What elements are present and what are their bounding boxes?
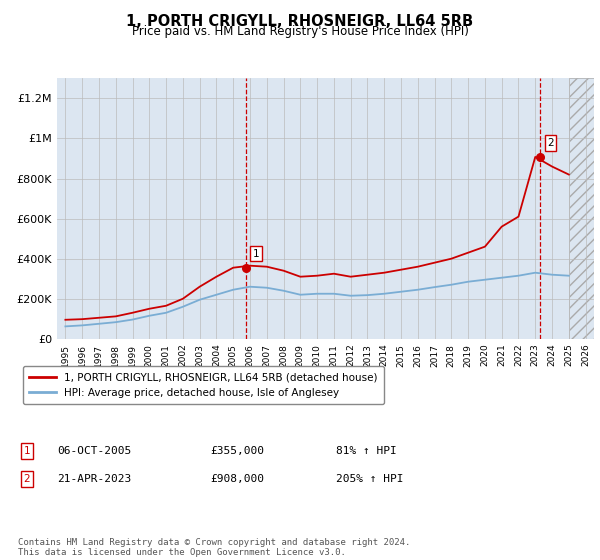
Text: Contains HM Land Registry data © Crown copyright and database right 2024.
This d: Contains HM Land Registry data © Crown c… <box>18 538 410 557</box>
Text: 2: 2 <box>547 138 554 148</box>
Text: £908,000: £908,000 <box>210 474 264 484</box>
Text: 21-APR-2023: 21-APR-2023 <box>57 474 131 484</box>
Text: 81% ↑ HPI: 81% ↑ HPI <box>336 446 397 456</box>
Text: 1, PORTH CRIGYLL, RHOSNEIGR, LL64 5RB: 1, PORTH CRIGYLL, RHOSNEIGR, LL64 5RB <box>127 14 473 29</box>
Text: £355,000: £355,000 <box>210 446 264 456</box>
Text: Price paid vs. HM Land Registry's House Price Index (HPI): Price paid vs. HM Land Registry's House … <box>131 25 469 38</box>
Text: 06-OCT-2005: 06-OCT-2005 <box>57 446 131 456</box>
Text: 2: 2 <box>23 474 31 484</box>
Text: 1: 1 <box>23 446 31 456</box>
Legend: 1, PORTH CRIGYLL, RHOSNEIGR, LL64 5RB (detached house), HPI: Average price, deta: 1, PORTH CRIGYLL, RHOSNEIGR, LL64 5RB (d… <box>23 366 383 404</box>
Text: 205% ↑ HPI: 205% ↑ HPI <box>336 474 404 484</box>
Bar <box>569 78 594 339</box>
Text: 1: 1 <box>253 249 259 259</box>
